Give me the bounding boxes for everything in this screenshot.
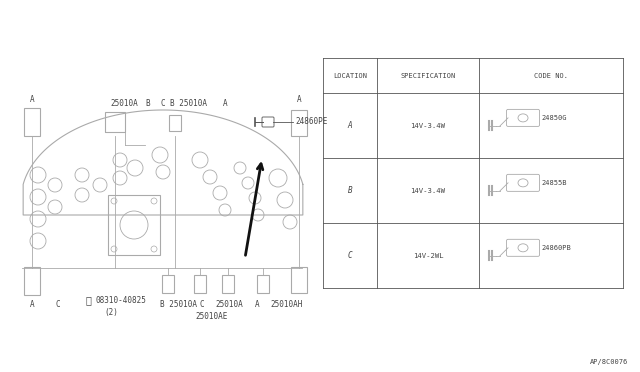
Bar xyxy=(162,275,174,293)
Text: A: A xyxy=(348,121,353,131)
Text: Ⓢ: Ⓢ xyxy=(85,295,91,305)
Bar xyxy=(24,108,40,136)
Text: 24860PE: 24860PE xyxy=(295,118,328,126)
Bar xyxy=(291,110,307,136)
Text: B: B xyxy=(146,99,150,108)
Text: SPECIFICATION: SPECIFICATION xyxy=(401,73,456,78)
Bar xyxy=(108,195,160,255)
Bar xyxy=(222,275,234,293)
Text: C: C xyxy=(56,300,60,309)
Text: 25010AE: 25010AE xyxy=(195,312,227,321)
Text: 25010AH: 25010AH xyxy=(270,300,302,309)
Text: CODE NO.: CODE NO. xyxy=(534,73,568,78)
Text: C: C xyxy=(200,300,205,309)
Text: A: A xyxy=(223,99,227,108)
Text: 24850G: 24850G xyxy=(541,115,566,121)
Text: B 25010A: B 25010A xyxy=(170,99,207,108)
Text: A: A xyxy=(255,300,260,309)
Text: 14V-3.4W: 14V-3.4W xyxy=(410,188,445,194)
Text: B: B xyxy=(348,186,353,195)
Text: C: C xyxy=(161,99,165,108)
Text: 25010A: 25010A xyxy=(215,300,243,309)
Text: (2): (2) xyxy=(104,308,118,317)
Text: AP/8C0076: AP/8C0076 xyxy=(589,359,628,365)
Text: 08310-40825: 08310-40825 xyxy=(96,296,147,305)
Text: 25010A: 25010A xyxy=(110,99,138,108)
Bar xyxy=(105,112,125,132)
Bar xyxy=(194,275,206,293)
Text: B 25010A: B 25010A xyxy=(160,300,197,309)
Text: A: A xyxy=(29,300,35,309)
Bar xyxy=(24,267,40,295)
Bar xyxy=(257,275,269,293)
Text: A: A xyxy=(297,95,301,104)
Text: 14V-2WL: 14V-2WL xyxy=(413,253,444,259)
Bar xyxy=(169,115,181,131)
Text: 14V-3.4W: 14V-3.4W xyxy=(410,123,445,129)
Text: 24855B: 24855B xyxy=(541,180,566,186)
Bar xyxy=(291,267,307,293)
Text: C: C xyxy=(348,251,353,260)
Text: A: A xyxy=(29,95,35,104)
Text: 24860PB: 24860PB xyxy=(541,245,571,251)
Text: LOCATION: LOCATION xyxy=(333,73,367,78)
